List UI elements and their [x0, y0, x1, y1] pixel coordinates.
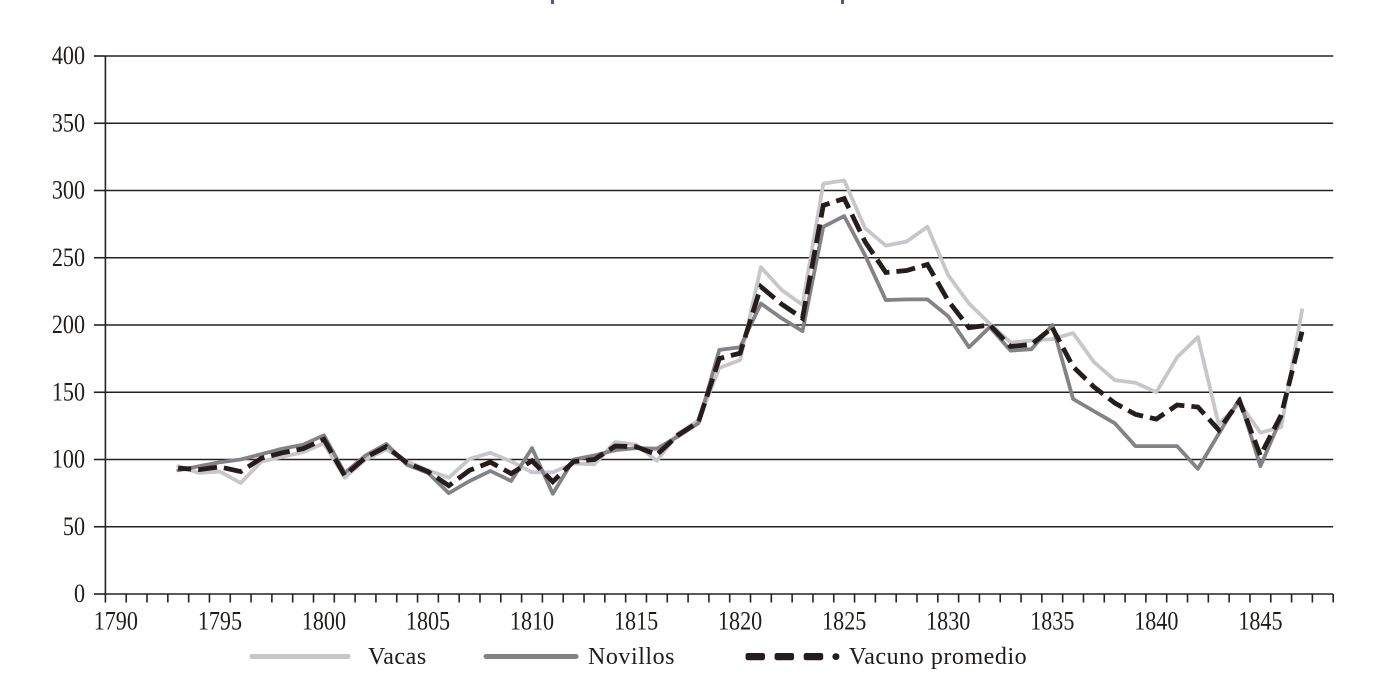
svg-text:1825: 1825 [822, 608, 866, 636]
svg-text:1795: 1795 [198, 608, 242, 636]
svg-text:350: 350 [52, 110, 85, 138]
svg-text:100: 100 [52, 446, 85, 474]
svg-text:1830: 1830 [926, 608, 970, 636]
svg-text:200: 200 [52, 312, 85, 340]
svg-text:1815: 1815 [614, 608, 658, 636]
svg-text:1800: 1800 [302, 608, 346, 636]
svg-text:250: 250 [52, 244, 85, 272]
svg-text:400: 400 [52, 43, 85, 71]
svg-text:1810: 1810 [510, 608, 554, 636]
svg-text:1835: 1835 [1030, 608, 1074, 636]
svg-text:1820: 1820 [718, 608, 762, 636]
svg-text:300: 300 [52, 177, 85, 205]
svg-text:1790: 1790 [94, 608, 138, 636]
svg-text:0: 0 [74, 581, 85, 609]
svg-text:Novillos: Novillos [588, 644, 675, 670]
svg-text:150: 150 [52, 379, 85, 407]
svg-text:1845: 1845 [1238, 608, 1282, 636]
svg-text:50: 50 [63, 513, 85, 541]
svg-text:Vacas: Vacas [368, 644, 427, 670]
svg-text:1840: 1840 [1134, 608, 1178, 636]
svg-text:1805: 1805 [406, 608, 450, 636]
svg-text:Vacuno promedio: Vacuno promedio [849, 644, 1027, 670]
